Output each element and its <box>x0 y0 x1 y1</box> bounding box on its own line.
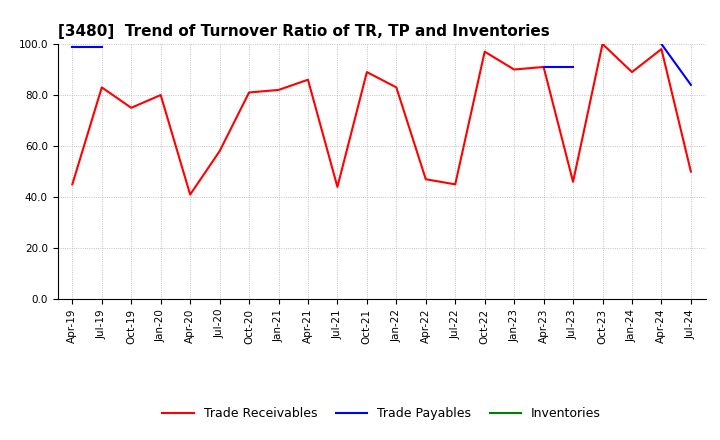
Trade Receivables <box>628 70 636 75</box>
Trade Receivables <box>97 85 106 90</box>
Legend: Trade Receivables, Trade Payables, Inventories: Trade Receivables, Trade Payables, Inven… <box>157 403 606 425</box>
Trade Receivables <box>451 182 459 187</box>
Trade Receivables <box>421 176 430 182</box>
Trade Receivables <box>598 41 607 47</box>
Trade Receivables <box>186 192 194 197</box>
Trade Receivables <box>539 64 548 70</box>
Text: [3480]  Trend of Turnover Ratio of TR, TP and Inventories: [3480] Trend of Turnover Ratio of TR, TP… <box>58 24 549 39</box>
Trade Receivables <box>657 47 666 52</box>
Trade Receivables <box>333 184 342 190</box>
Trade Receivables <box>215 149 224 154</box>
Trade Payables <box>97 44 106 49</box>
Trade Receivables <box>687 169 696 174</box>
Trade Receivables <box>392 85 400 90</box>
Trade Receivables <box>127 105 135 110</box>
Line: Trade Receivables: Trade Receivables <box>72 44 691 194</box>
Trade Receivables <box>68 182 76 187</box>
Trade Receivables <box>245 90 253 95</box>
Trade Receivables <box>274 87 283 92</box>
Trade Receivables <box>156 92 165 98</box>
Trade Receivables <box>569 179 577 184</box>
Trade Receivables <box>363 70 372 75</box>
Trade Receivables <box>480 49 489 54</box>
Trade Payables <box>68 44 76 49</box>
Trade Receivables <box>510 67 518 72</box>
Trade Receivables <box>304 77 312 82</box>
